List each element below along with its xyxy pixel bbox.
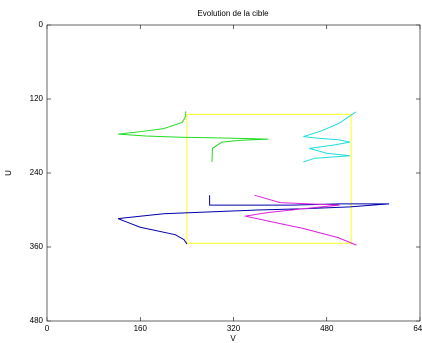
y-tick-label: 240 [30, 168, 44, 177]
x-tick-label: 480 [320, 324, 334, 333]
x-tick-label: 0 [45, 324, 50, 333]
x-axis-label: V [230, 334, 236, 343]
x-tick-label: 640 [413, 324, 422, 333]
x-tick-label: 160 [134, 324, 148, 333]
data-line [117, 195, 390, 245]
chart-title: Evolution de la cible [197, 9, 269, 18]
data-line [118, 111, 269, 162]
y-tick-label: 120 [30, 94, 44, 103]
data-line [245, 194, 357, 246]
x-tick-label: 320 [227, 324, 241, 333]
y-tick-label: 480 [30, 316, 44, 325]
y-tick-label: 0 [39, 20, 44, 29]
y-tick-label: 360 [30, 242, 44, 251]
plot-box [46, 24, 421, 322]
data-line [303, 111, 357, 163]
y-axis-label: U [4, 170, 13, 176]
